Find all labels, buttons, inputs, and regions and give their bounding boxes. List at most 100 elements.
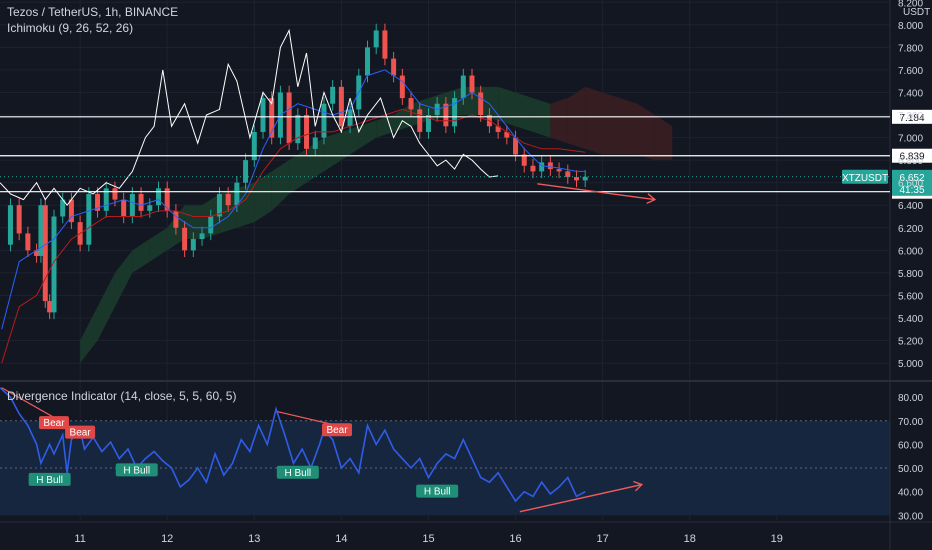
price-tick-label-9: 6.400 (898, 201, 923, 212)
candle-body-68 (573, 177, 579, 181)
candle-body-2 (16, 205, 22, 234)
divergence-label-box-5 (276, 465, 319, 479)
ichimoku-cloud-segment-4 (149, 227, 168, 262)
time-tick-label-17: 17 (596, 533, 608, 545)
candle-body-36 (295, 115, 301, 144)
ichimoku-cloud-segment-6 (184, 205, 203, 240)
candle-body-25 (199, 233, 205, 240)
divergence-label-0: Bear (43, 418, 65, 429)
candle-body-40 (330, 86, 336, 104)
price-tick-label-5: 7.200 (898, 111, 923, 122)
candle-body-24 (190, 239, 196, 251)
oscillator-tick-label-5: 30.00 (898, 511, 923, 522)
candle-body-61 (513, 137, 519, 155)
horizontal-level-tag-1 (892, 148, 932, 163)
price-tick-label-4: 7.400 (898, 88, 923, 99)
candle-body-4 (34, 250, 40, 256)
candle-body-31 (251, 131, 257, 161)
divergence-label-2: Bear (326, 425, 348, 436)
ichimoku-cloud-segment-9 (236, 182, 255, 228)
time-tick-label-15: 15 (422, 533, 434, 545)
candle-body-18 (138, 193, 144, 211)
divergence-label-5: H Bull (284, 468, 311, 479)
ichimoku-cloud-segment-30 (602, 92, 621, 155)
divergence-label-box-0 (38, 416, 69, 430)
candle-body-55 (460, 75, 466, 99)
symbol-title: Tezos / TetherUS, 1h, BINANCE (7, 5, 179, 19)
ichimoku-cloud-segment-2 (114, 250, 133, 307)
candle-body-48 (399, 75, 405, 99)
candle-body-14 (103, 188, 109, 211)
candle-body-49 (408, 98, 414, 110)
oscillator-tick-label-1: 70.00 (898, 417, 923, 428)
ichimoku-cloud-segment-12 (289, 148, 307, 194)
candle-body-22 (173, 210, 179, 228)
price-tick-label-1: 8.000 (898, 21, 923, 32)
price-tick-label-11: 6.000 (898, 246, 923, 257)
candle-body-29 (234, 182, 240, 206)
candle-body-26 (208, 216, 214, 234)
horizontal-level-tag-0 (892, 109, 932, 124)
price-tick-label-2: 7.800 (898, 43, 923, 54)
ichimoku-cloud-segment-16 (358, 120, 377, 149)
candle-body-3 (25, 233, 31, 251)
ichimoku-cloud-segment-32 (637, 103, 655, 161)
ichimoku-cloud-segment-10 (254, 171, 272, 223)
candle-body-20 (155, 188, 161, 206)
price-tick-label-8: 6.600 (898, 179, 923, 190)
candle-body-50 (417, 109, 423, 132)
ichimoku-cloud-segment-3 (132, 239, 150, 273)
divergence-label-box-4 (115, 463, 158, 477)
candle-body-62 (521, 154, 527, 166)
candle-body-51 (425, 115, 431, 132)
price-tick-label-3: 7.600 (898, 66, 923, 77)
ichimoku-cloud-segment-0 (80, 306, 98, 364)
oscillator-tick-label-2: 60.00 (898, 440, 923, 451)
ichimoku-cloud-segment-24 (498, 86, 516, 127)
horizontal-level-label-1: 6.839 (899, 152, 924, 163)
price-divergence-arrow-shaft (537, 183, 655, 201)
price-tick-label-10: 6.200 (898, 224, 923, 235)
time-tick-label-19: 19 (771, 533, 783, 545)
divergence-label-3: H Bull (36, 475, 63, 486)
current-price-label: 6.652 (899, 173, 924, 184)
candle-body-59 (495, 126, 501, 132)
time-tick-label-14: 14 (335, 533, 347, 545)
ichimoku-cloud-segment-28 (567, 86, 586, 149)
candle-body-53 (443, 103, 449, 127)
ichimoku-base-line (1, 108, 586, 364)
candle-body-41 (338, 86, 344, 127)
ichimoku-cloud-segment-14 (323, 131, 342, 172)
ichimoku-legend: Ichimoku (9, 26, 52, 26) (7, 21, 134, 35)
candle-body-27 (216, 193, 222, 217)
candle-body-9 (60, 199, 66, 217)
candle-body-63 (530, 165, 536, 172)
divergence-label-box-6 (416, 484, 459, 498)
current-symbol-tag (842, 169, 888, 184)
price-tick-label-7: 6.800 (898, 156, 923, 167)
candle-body-23 (182, 227, 188, 251)
oscillator-trendline-0 (1, 387, 57, 419)
candle-body-12 (86, 193, 92, 245)
ichimoku-cloud-segment-31 (620, 98, 638, 155)
candle-body-32 (260, 98, 266, 132)
ichimoku-cloud-segment-1 (97, 272, 115, 341)
candle-body-19 (147, 205, 153, 211)
time-tick-label-11: 11 (74, 533, 85, 545)
candle-body-6 (42, 205, 48, 302)
price-divergence-arrow-head (646, 193, 657, 204)
candle-body-30 (243, 160, 249, 183)
candle-body-54 (452, 98, 458, 127)
divergence-label-4: H Bull (123, 465, 150, 476)
candle-body-5 (38, 205, 44, 256)
candle-body-17 (129, 193, 135, 217)
price-tick-label-0: 8.200 (898, 0, 923, 9)
ichimoku-cloud-segment-26 (532, 98, 551, 138)
candle-body-64 (539, 162, 545, 172)
price-tick-label-16: 5.000 (898, 359, 923, 370)
candle-body-7 (47, 301, 53, 313)
price-tick-label-13: 5.600 (898, 291, 923, 302)
price-tick-label-15: 5.200 (898, 337, 923, 348)
